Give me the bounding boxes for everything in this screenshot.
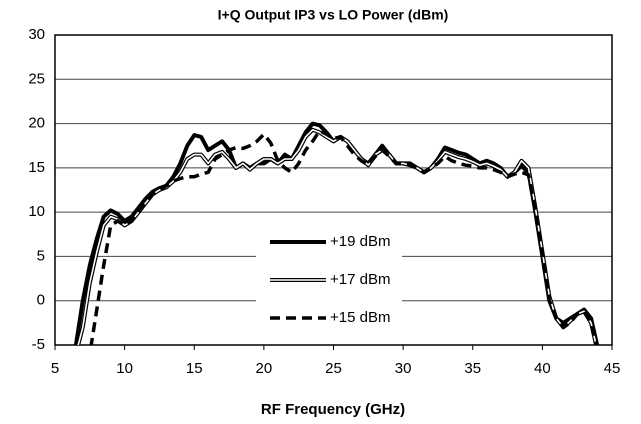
plot-area [73,121,600,345]
x-tick-label: 25 [325,360,342,377]
plot-border [54,34,613,346]
y-tick-label: -5 [32,336,45,353]
y-tick-label: 25 [28,70,45,87]
y-tick-label: 30 [28,26,45,43]
y-tick-label: 10 [28,203,45,220]
x-tick-label: 10 [116,360,133,377]
chart-title: I+Q Output IP3 vs LO Power (dBm) [218,7,449,23]
x-tick-label: 35 [464,360,481,377]
x-axis-title: RF Frequency (GHz) [261,401,405,418]
y-tick-label: 0 [37,292,45,309]
legend-label: +17 dBm [330,271,390,288]
x-tick-label: 45 [604,360,621,377]
x-tick-label: 20 [256,360,273,377]
series-line [89,128,598,345]
legend-label: +19 dBm [330,233,390,250]
x-tick-label: 15 [186,360,203,377]
y-tick-label: 5 [37,247,45,264]
legend-label: +15 dBm [330,309,390,326]
x-tick-label: 30 [395,360,412,377]
y-tick-label: 15 [28,159,45,176]
x-tick-label: 40 [534,360,551,377]
x-tick-label: 5 [51,360,59,377]
y-tick-label: 20 [28,115,45,132]
